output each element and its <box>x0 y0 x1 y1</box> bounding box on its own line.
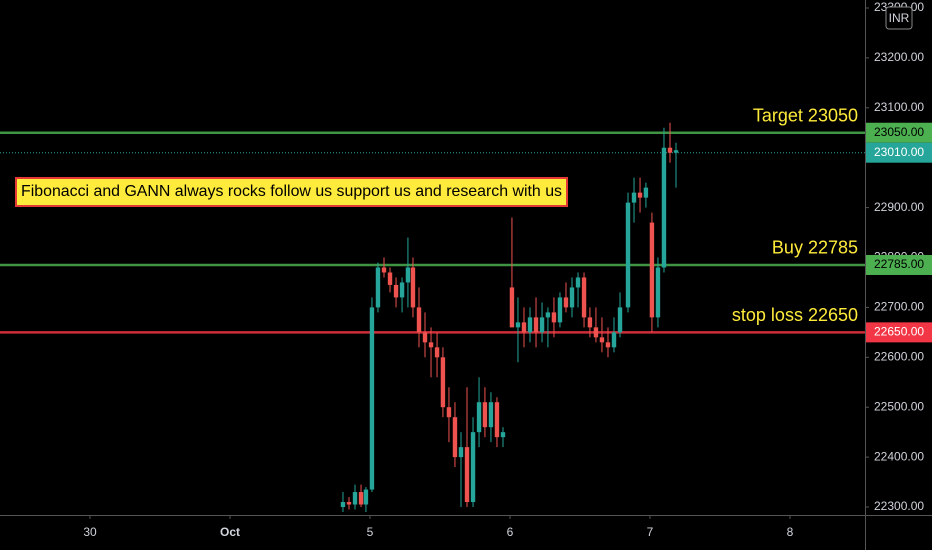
candle-body <box>637 192 643 198</box>
candle-body <box>539 317 545 333</box>
candle-body <box>581 277 587 318</box>
candle-body <box>440 357 446 408</box>
y-tick-label: 22900.00 <box>874 200 924 214</box>
candle-body <box>375 267 381 308</box>
candle-body <box>661 147 667 268</box>
price-badge <box>866 122 932 143</box>
x-tick-label: Oct <box>220 525 240 539</box>
candle-body <box>515 322 521 328</box>
candle-body <box>649 222 655 318</box>
candle-body <box>446 407 452 418</box>
candle-body <box>393 284 399 298</box>
candle-body <box>575 277 581 288</box>
candle-body <box>593 327 599 338</box>
candle-body <box>387 272 393 285</box>
candle-body <box>358 492 364 505</box>
y-tick-label: 23100.00 <box>874 100 924 114</box>
candle-body <box>399 282 405 298</box>
candle-body <box>422 332 428 343</box>
candle-body <box>381 267 387 273</box>
candle-body <box>527 317 533 333</box>
currency-badge <box>885 6 913 30</box>
candle-body <box>605 342 611 348</box>
candle-body <box>611 332 617 348</box>
candle-body <box>625 202 631 308</box>
candle-body <box>476 402 482 433</box>
candle-body <box>533 317 539 333</box>
candle-body <box>617 307 623 333</box>
price-badge-label: 22650.00 <box>874 325 924 339</box>
y-tick-label: 22600.00 <box>874 349 924 363</box>
candle-body <box>452 417 458 458</box>
candle-body <box>416 307 422 333</box>
candle-body <box>563 297 569 308</box>
annotation-box <box>15 177 568 207</box>
candle-body <box>509 287 515 328</box>
candle-body <box>500 432 506 438</box>
candle-body <box>667 147 673 153</box>
y-tick-label: 23200.00 <box>874 50 924 64</box>
y-tick-label: 22700.00 <box>874 300 924 314</box>
candle-body <box>352 492 358 505</box>
candle-body <box>521 322 527 333</box>
candle-body <box>599 337 605 343</box>
level-label: Target 23050 <box>753 105 858 125</box>
candle-body <box>434 347 440 358</box>
y-tick-label: 22300.00 <box>874 499 924 513</box>
candle-body <box>458 447 464 458</box>
price-badge <box>866 142 932 163</box>
price-badge-label: 22785.00 <box>874 257 924 271</box>
candle-body <box>655 267 661 318</box>
candle-body <box>482 402 488 428</box>
x-tick-label: 30 <box>83 525 97 539</box>
candle-body <box>470 432 476 503</box>
annotation-text: Fibonacci and GANN always rocks follow u… <box>21 183 562 200</box>
x-tick-label: 7 <box>647 525 654 539</box>
candle-body <box>545 312 551 318</box>
price-badge-label: 23050.00 <box>874 125 924 139</box>
y-tick-label: 22400.00 <box>874 449 924 463</box>
candle-body <box>340 502 346 508</box>
price-badge <box>866 254 932 275</box>
candle-body <box>488 402 494 428</box>
candle-body <box>643 187 649 198</box>
candle-body <box>673 150 679 153</box>
candle-body <box>557 297 563 323</box>
level-label: Buy 22785 <box>772 238 858 258</box>
candle-body <box>428 342 434 348</box>
y-tick-label: 22500.00 <box>874 399 924 413</box>
candle-body <box>494 402 500 438</box>
candle-body <box>551 312 557 323</box>
currency-label: INR <box>889 11 910 25</box>
candle-body <box>587 317 593 328</box>
candle-body <box>346 502 352 505</box>
candle-body <box>405 267 411 283</box>
candle-body <box>410 267 416 308</box>
candle-body <box>631 192 637 203</box>
x-tick-label: 6 <box>507 525 514 539</box>
candle-body <box>369 307 375 490</box>
candle-body <box>363 489 369 505</box>
price-badge-label: 23010.00 <box>874 145 924 159</box>
x-tick-label: 5 <box>367 525 374 539</box>
candle-body <box>569 287 575 308</box>
x-tick-label: 8 <box>787 525 794 539</box>
price-badge <box>866 322 932 343</box>
level-label: stop loss 22650 <box>732 305 858 325</box>
candle-body <box>464 447 470 503</box>
